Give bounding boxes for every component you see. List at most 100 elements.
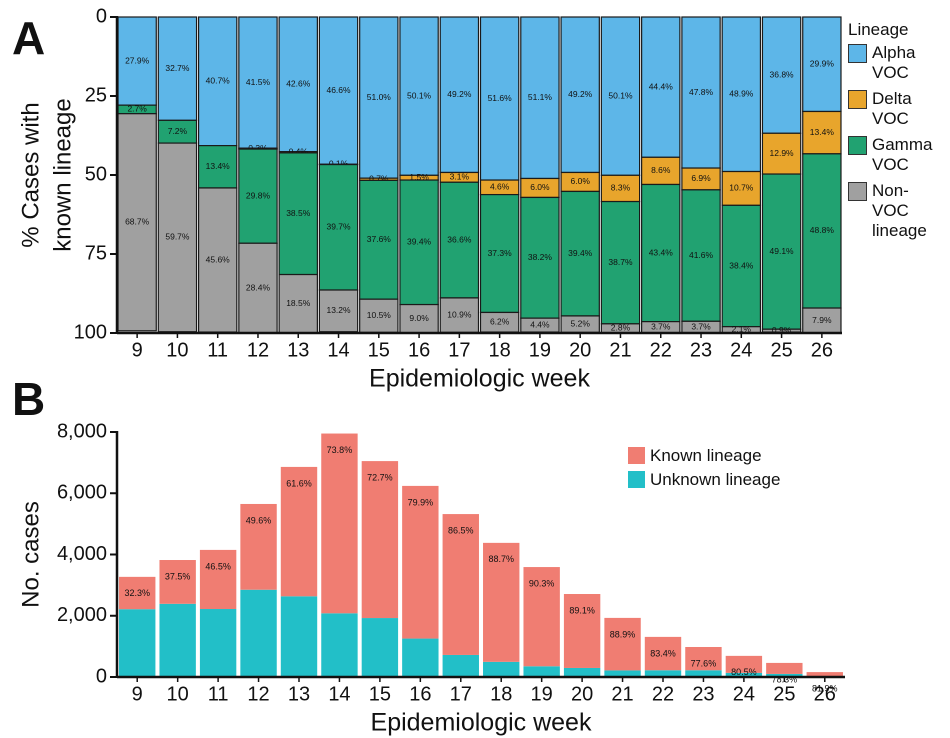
bar-value-label: 27.9% [125, 55, 150, 65]
bar-segment [238, 242, 278, 334]
bar-segment [600, 16, 641, 176]
bar-percent-label: 90.3% [529, 578, 555, 588]
bar-segment [321, 433, 358, 614]
bar-segment [361, 461, 399, 619]
bar-segment [119, 609, 156, 677]
x-tick-label: 17 [448, 339, 470, 361]
bar-value-label: 10.5% [367, 310, 392, 320]
bar-value-label: 39.4% [407, 237, 432, 247]
bar-segment [399, 179, 439, 306]
legend-label: Alpha VOC [872, 43, 916, 82]
legend-item: Unknown lineage [628, 470, 780, 490]
legend-item: Known lineage [628, 446, 780, 466]
x-tick-label: 9 [132, 683, 143, 705]
x-tick-label: 20 [571, 683, 593, 705]
y-tick-label: 75 [85, 242, 107, 264]
bar-percent-label: 89.1% [569, 605, 595, 615]
x-tick-label: 16 [408, 339, 430, 361]
bar-segment [685, 670, 722, 677]
bar-value-label: 0.3% [248, 143, 268, 153]
x-tick-label: 15 [368, 339, 390, 361]
bar-value-label: 41.6% [689, 250, 714, 260]
bar-value-label: 8.6% [651, 165, 671, 175]
x-tick-label: 20 [569, 339, 591, 361]
bar-segment [761, 16, 802, 134]
bar-segment [361, 618, 399, 677]
bar-segment [766, 662, 803, 674]
bar-segment [240, 589, 277, 677]
bar-segment [725, 672, 763, 677]
bar-value-label: 4.6% [490, 182, 510, 192]
legend-swatch [628, 447, 645, 464]
legend-label: Delta VOC [872, 89, 912, 128]
legend-item: Non-VOC lineage [848, 181, 948, 241]
bar-value-label: 43.4% [649, 247, 674, 257]
y-tick-label: 50 [85, 163, 107, 185]
bar-value-label: 51.6% [488, 93, 513, 103]
bar-value-label: 37.6% [367, 234, 392, 244]
bar-segment [199, 549, 237, 610]
bar-segment [318, 163, 359, 291]
bar-value-label: 37.3% [488, 248, 513, 258]
bar-value-label: 41.5% [246, 77, 271, 87]
bar-value-label: 8.3% [611, 183, 631, 193]
y-axis-label: % Cases with [17, 102, 44, 247]
x-axis-label: Epidemiologic week [369, 365, 590, 393]
bar-segment [278, 16, 318, 153]
x-tick-label: 25 [770, 339, 792, 361]
bar-percent-label: 77.6% [691, 658, 717, 668]
x-tick-label: 19 [531, 683, 553, 705]
x-tick-label: 12 [247, 683, 269, 705]
bar-value-label: 3.1% [450, 172, 470, 182]
bar-value-label: 5.2% [571, 318, 591, 328]
bar-segment [563, 667, 601, 677]
y-tick-label: 6,000 [57, 482, 107, 504]
bar-segment [560, 190, 600, 317]
x-tick-label: 12 [247, 339, 269, 361]
bar-value-label: 39.7% [326, 222, 351, 232]
bar-value-label: 13.4% [810, 127, 835, 137]
bar-value-label: 49.2% [447, 89, 472, 99]
bar-segment [523, 567, 560, 667]
bar-value-label: 38.2% [528, 252, 553, 262]
bar-value-label: 29.8% [246, 190, 271, 200]
y-axis-label: No. cases [17, 501, 44, 608]
bar-percent-label: 83.4% [650, 648, 676, 658]
bar-value-label: 51.0% [367, 92, 392, 102]
bar-value-label: 6.0% [530, 182, 550, 192]
y-tick-label: 0 [96, 665, 107, 687]
legend: Known lineage Unknown lineage [628, 446, 780, 494]
legend-item: Delta VOC [848, 89, 948, 129]
y-tick-label: 4,000 [57, 543, 107, 565]
x-tick-label: 22 [650, 339, 672, 361]
bar-segment [685, 646, 722, 671]
bar-value-label: 45.6% [206, 254, 231, 264]
x-tick-label: 10 [167, 683, 189, 705]
bar-percent-label: 81.9% [812, 683, 838, 693]
bar-value-label: 12.9% [770, 148, 795, 158]
bar-value-label: 0.9% [772, 325, 792, 335]
bar-percent-label: 32.3% [124, 588, 150, 598]
bar-segment [802, 307, 842, 334]
bar-segment [238, 16, 278, 149]
bar-segment [280, 466, 318, 597]
bar-percent-label: 72.7% [367, 472, 393, 482]
bar-segment [318, 16, 359, 165]
bar-segment [563, 594, 601, 668]
bar-segment [117, 16, 157, 106]
bar-value-label: 46.6% [326, 85, 351, 95]
bar-segment [238, 148, 278, 244]
bar-segment [802, 153, 842, 309]
x-tick-label: 10 [166, 339, 188, 361]
x-tick-label: 26 [814, 683, 836, 705]
bar-percent-label: 46.5% [205, 561, 231, 571]
bar-value-label: 10.9% [447, 309, 472, 319]
bar-value-label: 36.6% [447, 234, 472, 244]
bar-segment [439, 297, 480, 333]
legend-swatch [628, 471, 645, 488]
bar-segment [442, 654, 479, 677]
bar-value-label: 49.1% [770, 246, 795, 256]
bar-segment [523, 666, 560, 677]
bar-value-label: 6.2% [490, 317, 510, 327]
bar-value-label: 42.6% [286, 79, 311, 89]
